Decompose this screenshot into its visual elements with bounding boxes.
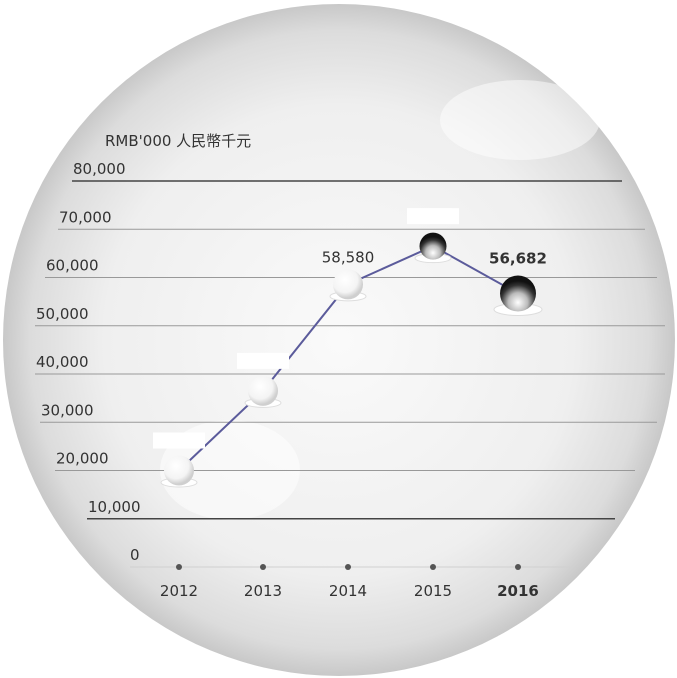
x-tick-dot <box>260 564 266 570</box>
y-tick-label: 50,000 <box>36 305 89 323</box>
y-tick-label: 40,000 <box>36 353 89 371</box>
y-tick-label: 30,000 <box>41 401 94 419</box>
x-tick-label: 2014 <box>329 582 367 600</box>
y-tick-label: 0 <box>130 546 140 564</box>
y-tick-label: 70,000 <box>59 208 112 226</box>
x-tick-label: 2012 <box>160 582 198 600</box>
redacted-label <box>407 208 459 225</box>
redacted-label <box>237 352 289 369</box>
value-label: 58,580 <box>322 248 375 266</box>
value-label: 56,682 <box>489 250 547 268</box>
data-point <box>248 375 278 406</box>
data-point <box>500 275 536 312</box>
data-point <box>419 232 447 260</box>
x-tick-label: 2013 <box>244 582 282 600</box>
glass-sphere <box>3 4 675 676</box>
y-tick-label: 10,000 <box>88 498 141 516</box>
data-point <box>333 269 363 300</box>
x-tick-dot <box>345 564 351 570</box>
x-tick-label: 2016 <box>497 582 539 600</box>
y-tick-label: 60,000 <box>46 257 99 275</box>
x-tick-dot <box>515 564 521 570</box>
x-tick-label: 2015 <box>414 582 452 600</box>
data-point <box>164 455 194 486</box>
x-tick-dot <box>430 564 436 570</box>
redacted-label <box>153 432 205 449</box>
highlight <box>440 80 600 160</box>
y-axis-label: RMB'000 人民幣千元 <box>105 132 251 150</box>
y-tick-label: 80,000 <box>73 160 126 178</box>
x-tick-dot <box>176 564 182 570</box>
y-tick-label: 20,000 <box>56 450 109 468</box>
